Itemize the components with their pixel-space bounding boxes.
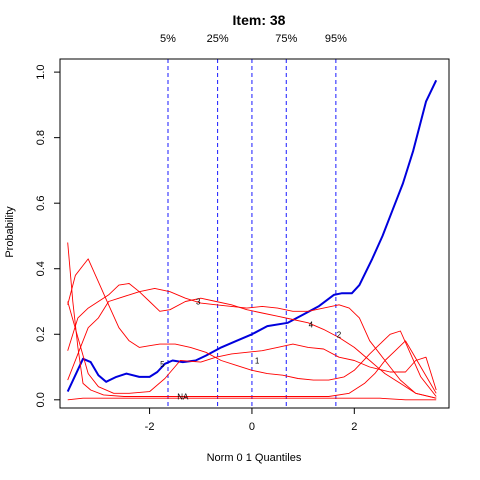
y-tick-label-5: 1.0 bbox=[35, 64, 47, 79]
quantile-label-0: 5% bbox=[160, 33, 176, 45]
x-tick-label-2: 2 bbox=[351, 421, 357, 433]
series-line-1 bbox=[67, 397, 437, 401]
quantile-lines: 5% 25% 75% 95% bbox=[160, 33, 347, 408]
series-line-4 bbox=[67, 287, 437, 399]
curve-label-4: 3 bbox=[196, 297, 201, 306]
y-tick-label-2: 0.4 bbox=[35, 261, 47, 276]
series-line-2 bbox=[67, 301, 437, 394]
series-group bbox=[66, 79, 438, 401]
series-line-5 bbox=[67, 242, 437, 397]
quantile-label-1: 25% bbox=[207, 33, 229, 45]
curve-label-6: 5 bbox=[160, 360, 165, 369]
x-axis-label: Norm 0 1 Quantiles bbox=[207, 452, 302, 464]
y-axis: 0.0 0.2 0.4 0.6 0.8 1.0 bbox=[35, 64, 60, 407]
series-line-3 bbox=[67, 283, 437, 399]
curve-label-3: 2 bbox=[337, 330, 342, 339]
y-tick-label-1: 0.2 bbox=[35, 327, 47, 342]
y-axis-label: Probability bbox=[4, 206, 16, 258]
x-tick-label-1: 0 bbox=[249, 421, 255, 433]
chart-title: Item: 38 bbox=[233, 12, 286, 28]
y-tick-label-4: 0.8 bbox=[35, 130, 47, 145]
x-tick-label-0: -2 bbox=[145, 421, 155, 433]
curve-label-1: NA bbox=[177, 393, 189, 402]
y-tick-label-3: 0.6 bbox=[35, 196, 47, 211]
curve-label-2: 1 bbox=[255, 356, 260, 365]
quantile-label-4: 95% bbox=[325, 33, 347, 45]
curve-label-5: 4 bbox=[309, 320, 314, 329]
quantile-label-3: 75% bbox=[275, 33, 297, 45]
x-axis: -2 0 2 bbox=[145, 408, 357, 433]
y-tick-label-0: 0.0 bbox=[35, 392, 47, 407]
curve-labels: NA 1 2 3 4 5 bbox=[160, 297, 342, 401]
series-line-6 bbox=[67, 258, 437, 397]
plot-frame bbox=[59, 58, 450, 409]
series-line-0 bbox=[66, 79, 438, 393]
